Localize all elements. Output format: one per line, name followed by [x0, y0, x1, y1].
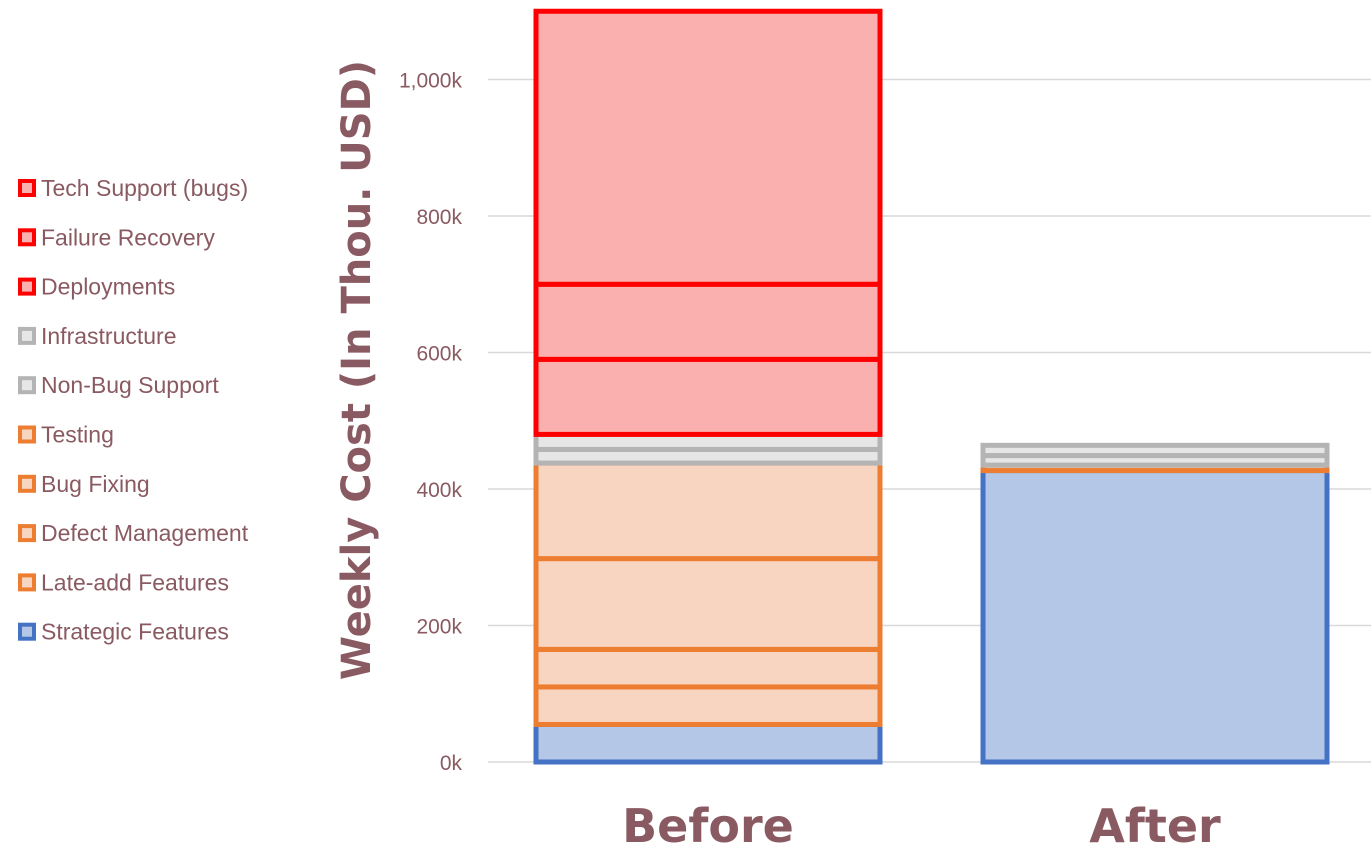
bar-segment-before-failure-recovery: [533, 281, 883, 362]
legend-swatch: [18, 228, 36, 247]
legend-label: Bug Fixing: [41, 471, 150, 497]
y-tick-label: 200k: [416, 616, 462, 639]
legend-item-deployments: Deployments: [18, 274, 175, 300]
bar-segment-before-late-add-features: [533, 684, 883, 727]
legend-label: Failure Recovery: [41, 224, 215, 250]
legend-item-bug-fixing: Bug Fixing: [18, 471, 150, 497]
y-axis-title: Weekly Cost (In Thou. USD): [334, 60, 380, 680]
legend-label: Deployments: [41, 274, 175, 300]
bar-segment-before-strategic-features: [533, 721, 883, 765]
category-label-before: Before: [622, 799, 794, 849]
legend-label: Infrastructure: [41, 323, 177, 349]
legend-item-tech-support-bugs: Tech Support (bugs): [18, 175, 248, 201]
legend-label: Defect Management: [41, 520, 249, 546]
bar-segment-after-infrastructure: [980, 442, 1330, 459]
legend-label: Non-Bug Support: [41, 372, 219, 398]
bar-segment-before-testing: [533, 460, 883, 562]
y-tick-labels: 0k 200k 400k 600k 800k 1,000k: [399, 70, 463, 776]
legend-swatch: [18, 524, 36, 543]
legend-label: Late-add Features: [41, 569, 229, 595]
bar-segment-after-strategic-features: [980, 468, 1330, 765]
legend: Tech Support (bugs) Failure Recovery Deplo…: [18, 175, 249, 645]
bar-segment-before-deployments: [533, 356, 883, 437]
legend-item-infrastructure: Infrastructure: [18, 323, 177, 349]
category-labels: Before After: [622, 799, 1221, 849]
legend-swatch: [18, 277, 36, 296]
category-label-after: After: [1089, 799, 1221, 849]
y-tick-label: 600k: [416, 343, 462, 366]
legend-swatch: [18, 425, 36, 444]
legend-swatch: [18, 573, 36, 592]
legend-item-non-bug-support: Non-Bug Support: [18, 372, 219, 398]
legend-swatch: [18, 179, 36, 197]
legend-item-failure-recovery: Failure Recovery: [18, 224, 215, 250]
legend-label: Tech Support (bugs): [41, 175, 248, 201]
y-tick-label: 1,000k: [399, 70, 463, 93]
legend-swatch: [18, 376, 36, 395]
legend-item-strategic-features: Strategic Features: [18, 619, 229, 645]
bar-segment-before-tech-support-bugs: [533, 8, 883, 287]
bars: [533, 8, 1330, 765]
legend-item-late-add-features: Late-add Features: [18, 569, 229, 595]
y-tick-label: 400k: [416, 479, 462, 502]
legend-label: Strategic Features: [41, 619, 229, 645]
legend-swatch: [18, 474, 36, 493]
legend-item-defect-management: Defect Management: [18, 520, 249, 546]
legend-label: Testing: [41, 422, 114, 448]
bar-segment-before-bug-fixing: [533, 556, 883, 652]
y-tick-label: 800k: [416, 206, 462, 229]
legend-swatch: [18, 326, 36, 345]
bar-segment-before-defect-management: [533, 646, 883, 690]
y-tick-label: 0k: [440, 752, 463, 775]
legend-swatch: [18, 622, 36, 641]
legend-item-testing: Testing: [18, 422, 114, 448]
